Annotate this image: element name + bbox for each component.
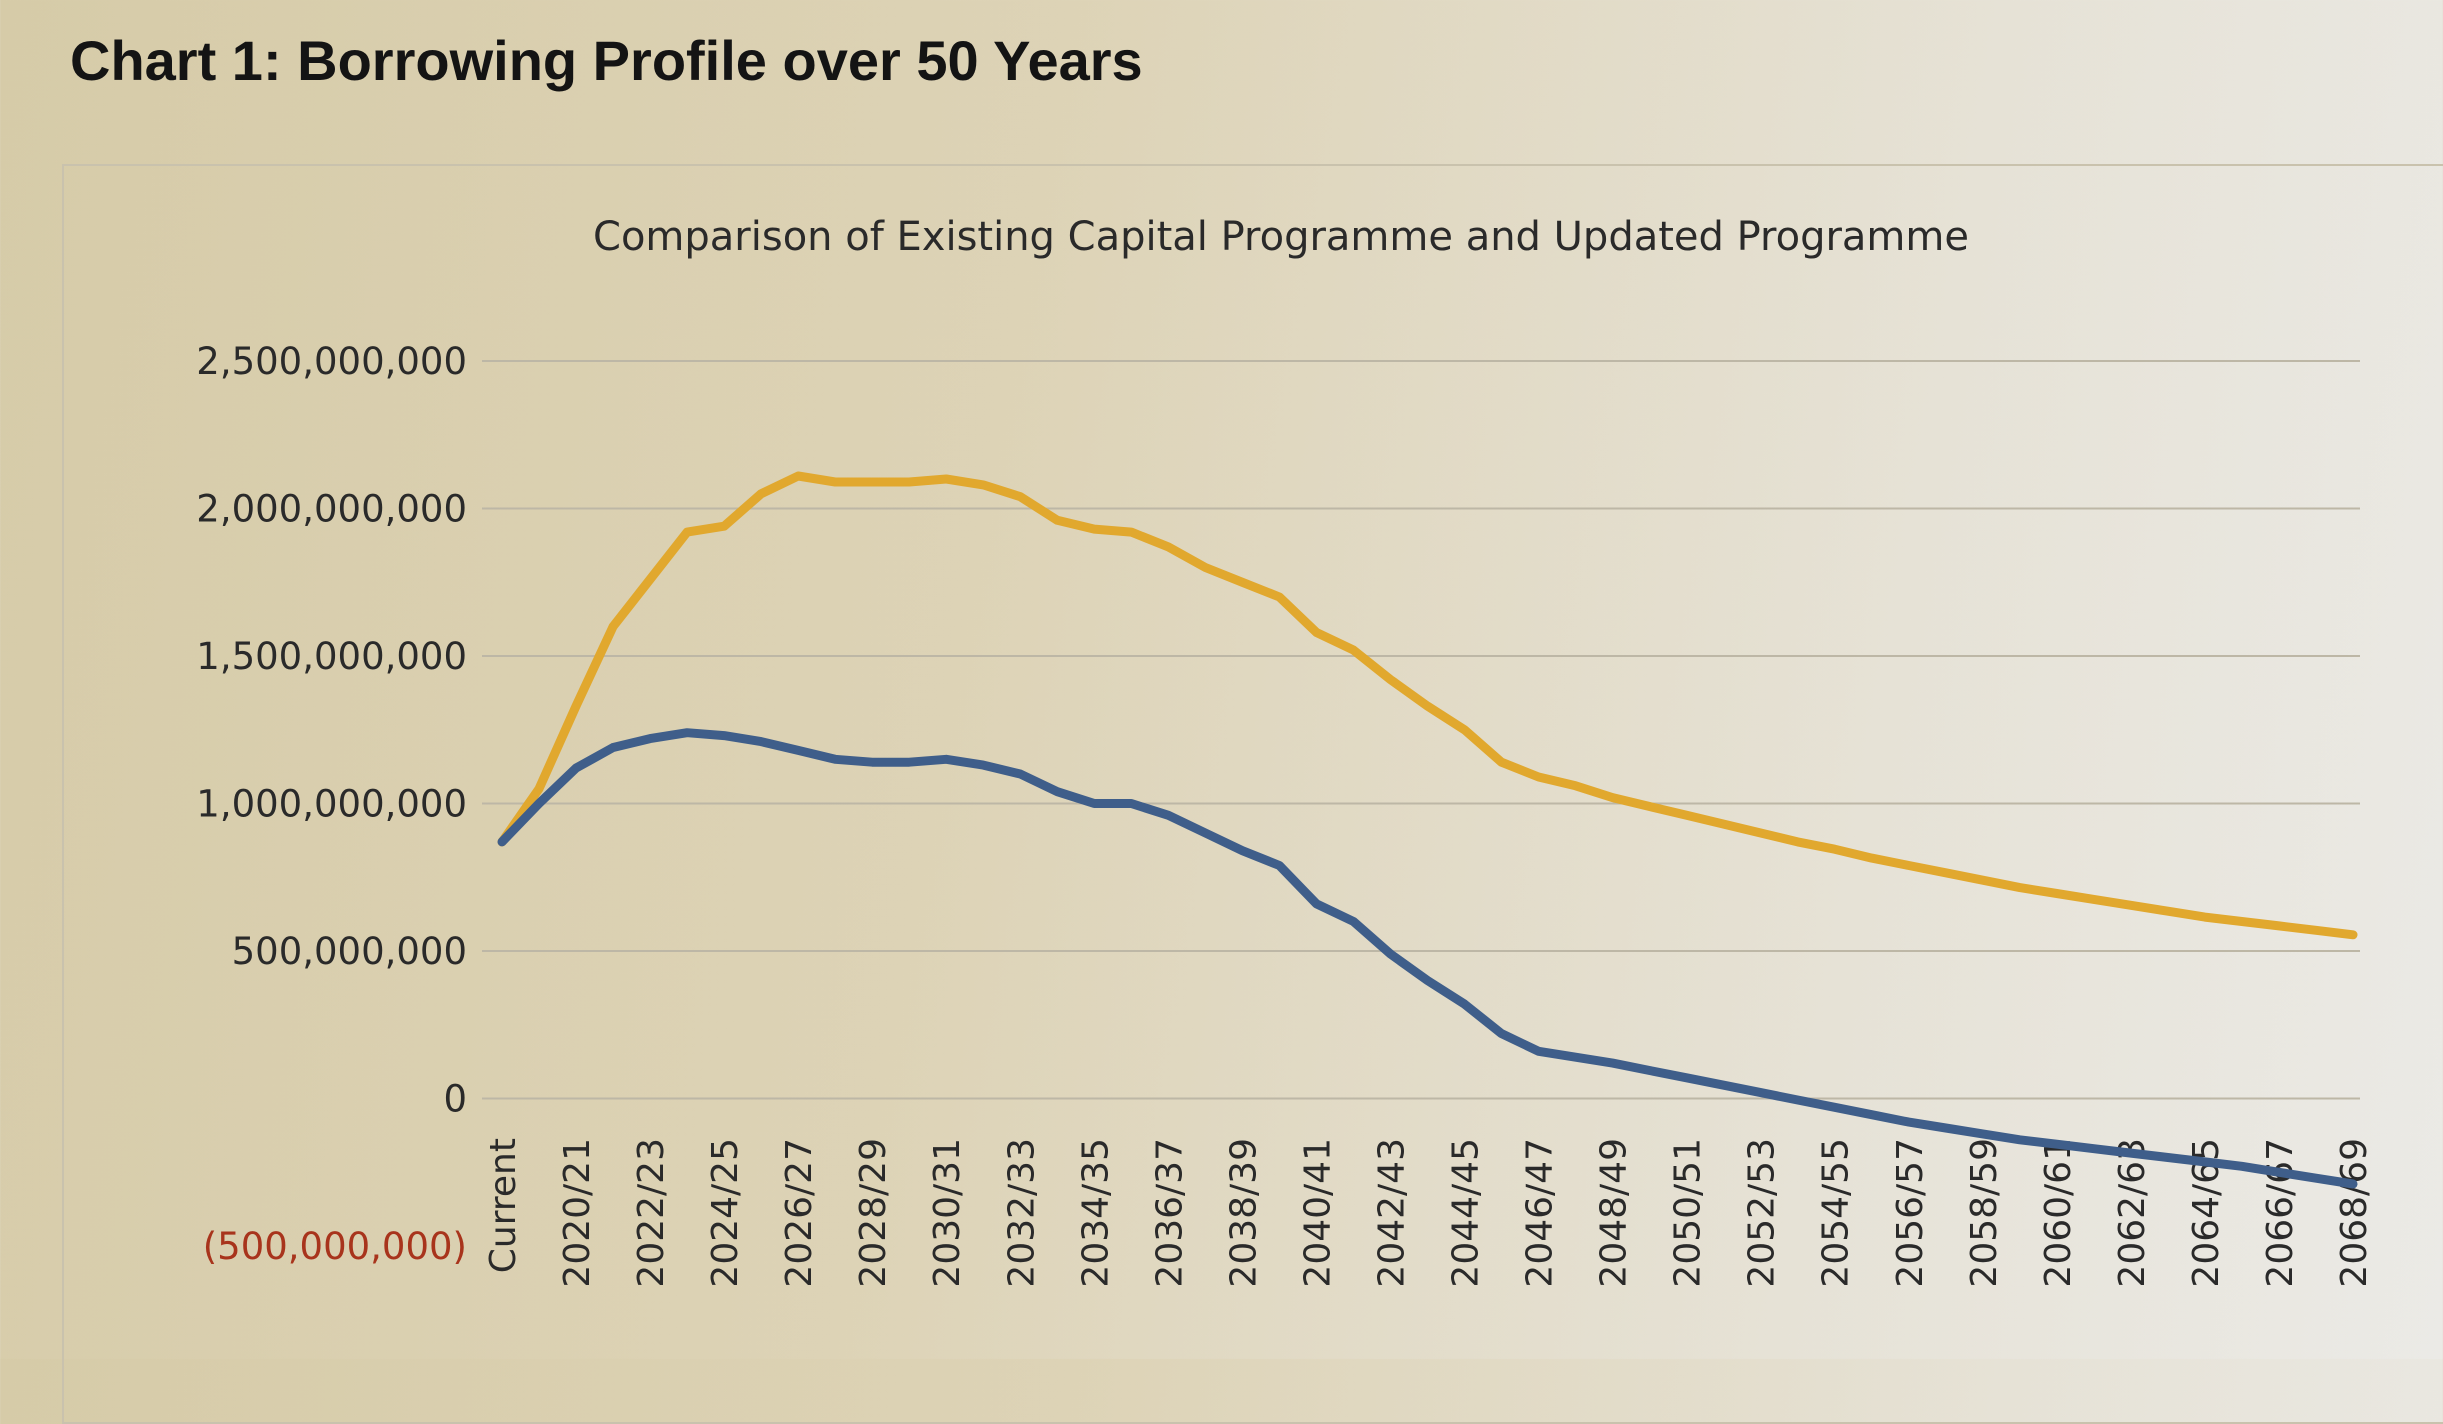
x-tick-label: 2030/31 (927, 1138, 968, 1288)
x-tick-label: 2054/55 (1816, 1138, 1857, 1288)
x-tick-label: 2028/29 (853, 1138, 894, 1288)
y-tick-label: 500,000,000 (232, 930, 467, 973)
x-tick-label: 2040/41 (1297, 1138, 1338, 1288)
chart-title: Comparison of Existing Capital Programme… (593, 214, 1969, 260)
y-tick-label: 2,000,000,000 (196, 488, 467, 531)
x-tick-label: 2034/35 (1075, 1138, 1116, 1288)
x-tick-label: 2048/49 (1594, 1138, 1635, 1288)
series-line-series_a (502, 476, 2353, 935)
x-tick-label: 2056/57 (1890, 1138, 1931, 1288)
y-tick-label: 0 (443, 1078, 467, 1121)
x-tick-label: 2022/23 (631, 1138, 672, 1288)
x-tick-label: 2024/25 (705, 1138, 746, 1288)
x-tick-label: 2058/59 (1964, 1138, 2005, 1288)
gridlines (482, 361, 2360, 1099)
x-tick-label: 2060/61 (2038, 1138, 2079, 1288)
y-tick-label: (500,000,000) (203, 1225, 467, 1268)
y-tick-label: 1,500,000,000 (196, 635, 467, 678)
y-tick-label: 1,000,000,000 (196, 783, 467, 826)
line-chart: Comparison of Existing Capital Programme… (0, 0, 2443, 1359)
series-lines (502, 476, 2353, 1184)
x-tick-label: 2050/51 (1668, 1138, 1709, 1288)
x-tick-label: 2036/37 (1149, 1138, 1190, 1288)
x-tick-label: 2020/21 (557, 1138, 598, 1288)
x-tick-label: 2066/67 (2260, 1138, 2301, 1288)
x-tick-label: 2046/47 (1520, 1138, 1561, 1288)
x-tick-label: 2038/39 (1223, 1138, 1264, 1288)
x-tick-label: Current (483, 1138, 524, 1273)
x-tick-label: 2042/43 (1371, 1138, 1412, 1288)
series-line-series_b (502, 733, 2353, 1184)
x-tick-label: 2068/69 (2334, 1138, 2375, 1288)
x-tick-label: 2062/63 (2112, 1138, 2153, 1288)
x-tick-label: 2052/53 (1742, 1138, 1783, 1288)
x-tick-label: 2032/33 (1001, 1138, 1042, 1288)
x-tick-label: 2044/45 (1446, 1138, 1487, 1288)
y-tick-label: 2,500,000,000 (196, 340, 467, 383)
y-axis: (500,000,000) 0 500,000,000 1,000,000,000 1,… (196, 340, 467, 1268)
x-tick-label: 2026/27 (779, 1138, 820, 1288)
x-axis: Current 2020/21 2022/23 2024/25 2026/27 2028/… (483, 1138, 2375, 1288)
